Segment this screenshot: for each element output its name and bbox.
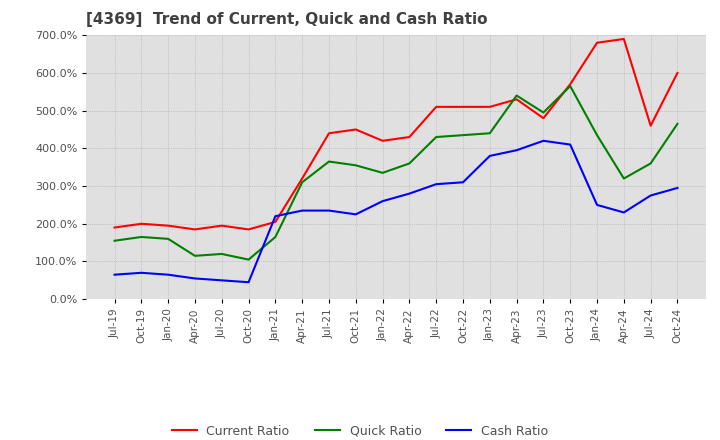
- Current Ratio: [244, 227, 253, 232]
- Quick Ratio: [432, 134, 441, 139]
- Text: [4369]  Trend of Current, Quick and Cash Ratio: [4369] Trend of Current, Quick and Cash …: [86, 12, 488, 27]
- Cash Ratio: [619, 210, 628, 215]
- Quick Ratio: [110, 238, 119, 243]
- Cash Ratio: [137, 270, 145, 275]
- Cash Ratio: [378, 198, 387, 204]
- Cash Ratio: [405, 191, 414, 196]
- Quick Ratio: [619, 176, 628, 181]
- Current Ratio: [298, 176, 307, 181]
- Current Ratio: [485, 104, 494, 110]
- Quick Ratio: [325, 159, 333, 164]
- Current Ratio: [647, 123, 655, 128]
- Cash Ratio: [351, 212, 360, 217]
- Quick Ratio: [217, 251, 226, 257]
- Cash Ratio: [593, 202, 601, 208]
- Current Ratio: [405, 134, 414, 139]
- Quick Ratio: [351, 163, 360, 168]
- Cash Ratio: [164, 272, 173, 277]
- Line: Current Ratio: Current Ratio: [114, 39, 678, 229]
- Quick Ratio: [271, 235, 279, 240]
- Current Ratio: [619, 37, 628, 42]
- Current Ratio: [378, 138, 387, 143]
- Current Ratio: [673, 70, 682, 76]
- Cash Ratio: [647, 193, 655, 198]
- Quick Ratio: [647, 161, 655, 166]
- Quick Ratio: [459, 132, 467, 138]
- Cash Ratio: [459, 180, 467, 185]
- Current Ratio: [217, 223, 226, 228]
- Quick Ratio: [539, 110, 548, 115]
- Cash Ratio: [191, 276, 199, 281]
- Quick Ratio: [593, 132, 601, 138]
- Quick Ratio: [298, 180, 307, 185]
- Quick Ratio: [137, 235, 145, 240]
- Current Ratio: [110, 225, 119, 230]
- Cash Ratio: [325, 208, 333, 213]
- Cash Ratio: [485, 153, 494, 158]
- Quick Ratio: [244, 257, 253, 262]
- Current Ratio: [191, 227, 199, 232]
- Current Ratio: [593, 40, 601, 45]
- Quick Ratio: [191, 253, 199, 258]
- Quick Ratio: [485, 131, 494, 136]
- Current Ratio: [271, 219, 279, 224]
- Cash Ratio: [432, 182, 441, 187]
- Quick Ratio: [513, 93, 521, 98]
- Cash Ratio: [298, 208, 307, 213]
- Quick Ratio: [378, 170, 387, 176]
- Current Ratio: [164, 223, 173, 228]
- Cash Ratio: [539, 138, 548, 143]
- Cash Ratio: [566, 142, 575, 147]
- Line: Cash Ratio: Cash Ratio: [114, 141, 678, 282]
- Quick Ratio: [164, 236, 173, 242]
- Cash Ratio: [271, 213, 279, 219]
- Current Ratio: [432, 104, 441, 110]
- Quick Ratio: [566, 84, 575, 89]
- Current Ratio: [459, 104, 467, 110]
- Cash Ratio: [110, 272, 119, 277]
- Current Ratio: [566, 81, 575, 87]
- Cash Ratio: [513, 147, 521, 153]
- Legend: Current Ratio, Quick Ratio, Cash Ratio: Current Ratio, Quick Ratio, Cash Ratio: [166, 420, 554, 440]
- Cash Ratio: [244, 279, 253, 285]
- Current Ratio: [325, 131, 333, 136]
- Line: Quick Ratio: Quick Ratio: [114, 86, 678, 260]
- Cash Ratio: [217, 278, 226, 283]
- Current Ratio: [351, 127, 360, 132]
- Current Ratio: [513, 97, 521, 102]
- Cash Ratio: [673, 185, 682, 191]
- Quick Ratio: [405, 161, 414, 166]
- Quick Ratio: [673, 121, 682, 126]
- Current Ratio: [137, 221, 145, 227]
- Current Ratio: [539, 116, 548, 121]
